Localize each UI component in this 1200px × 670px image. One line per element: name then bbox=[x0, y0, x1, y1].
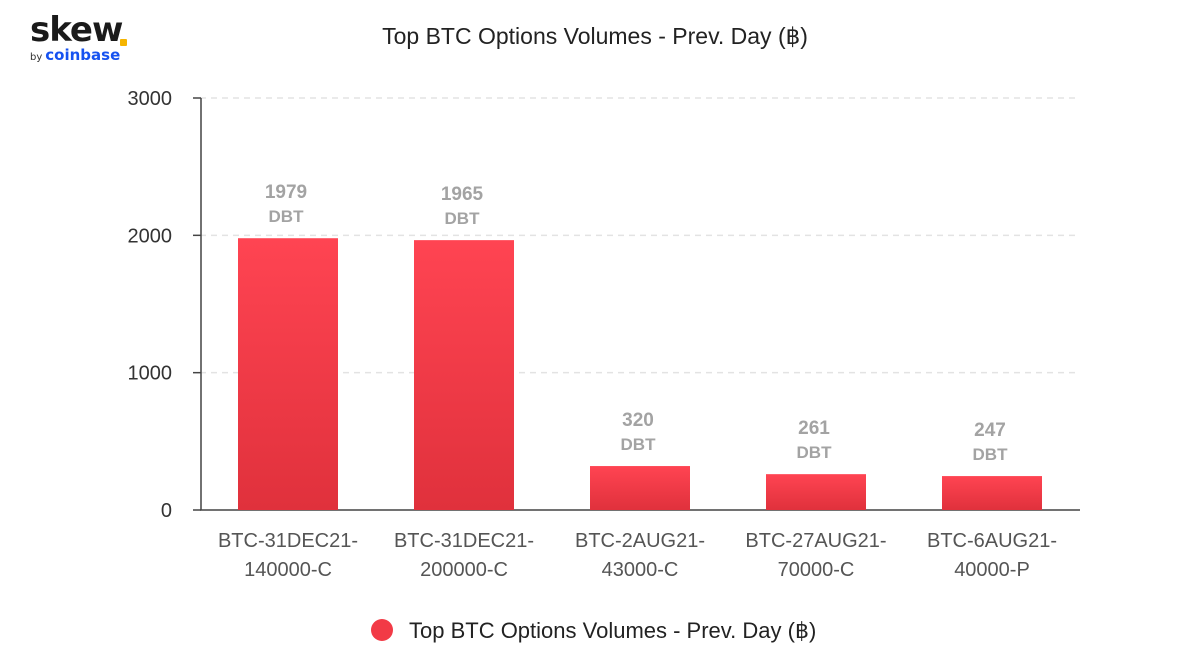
legend-marker bbox=[371, 619, 393, 641]
legend[interactable]: Top BTC Options Volumes - Prev. Day (฿) bbox=[371, 618, 816, 643]
bar[interactable] bbox=[238, 238, 338, 510]
y-tick-label: 2000 bbox=[128, 225, 173, 247]
x-category-label: BTC-2AUG21- bbox=[575, 530, 705, 552]
bar[interactable] bbox=[590, 466, 690, 510]
y-tick-label: 0 bbox=[161, 500, 172, 522]
logo-wordmark: skew bbox=[30, 10, 123, 50]
bar[interactable] bbox=[766, 474, 866, 510]
legend-label: Top BTC Options Volumes - Prev. Day (฿) bbox=[409, 618, 816, 643]
chart-title: Top BTC Options Volumes - Prev. Day (฿) bbox=[382, 23, 808, 49]
skew-coinbase-logo: skew by coinbase bbox=[30, 10, 150, 70]
x-category-label: 70000-C bbox=[778, 559, 855, 581]
logo-byline: by coinbase bbox=[30, 46, 120, 67]
x-category-label: 40000-P bbox=[954, 559, 1030, 581]
y-tick-label: 3000 bbox=[128, 88, 173, 110]
x-category-label: BTC-31DEC21- bbox=[218, 530, 358, 552]
data-labels: 1979 DBT 1965 DBT 320 DBT 261 DBT 247 DBT bbox=[265, 182, 1008, 464]
gridlines bbox=[200, 97, 1080, 374]
x-category-label: 43000-C bbox=[602, 559, 679, 581]
bar-unit-label: DBT bbox=[269, 207, 305, 226]
x-category-label: BTC-6AUG21- bbox=[927, 530, 1057, 552]
bars bbox=[238, 238, 1042, 510]
x-category-label: BTC-31DEC21- bbox=[394, 530, 534, 552]
bar-unit-label: DBT bbox=[973, 445, 1009, 464]
bar-value-label: 247 bbox=[974, 420, 1006, 441]
logo-brand-text: coinbase bbox=[45, 46, 121, 64]
x-category-label: BTC-27AUG21- bbox=[745, 530, 886, 552]
bar-value-label: 1979 bbox=[265, 182, 307, 203]
logo-by-text: by bbox=[30, 52, 43, 63]
x-category-label: 140000-C bbox=[244, 559, 332, 581]
bar-value-label: 1965 bbox=[441, 184, 484, 205]
y-tick-label: 1000 bbox=[128, 363, 173, 385]
bar-value-label: 261 bbox=[798, 418, 830, 439]
logo-dot bbox=[120, 39, 127, 46]
bar-value-label: 320 bbox=[622, 410, 654, 431]
bar-unit-label: DBT bbox=[797, 443, 833, 462]
bar[interactable] bbox=[942, 476, 1042, 510]
x-category-label: 200000-C bbox=[420, 559, 508, 581]
category-labels: BTC-31DEC21- 140000-C BTC-31DEC21- 200000-C… bbox=[218, 530, 1057, 581]
bar-unit-label: DBT bbox=[445, 209, 481, 228]
bar[interactable] bbox=[414, 240, 514, 510]
bar-unit-label: DBT bbox=[621, 435, 657, 454]
